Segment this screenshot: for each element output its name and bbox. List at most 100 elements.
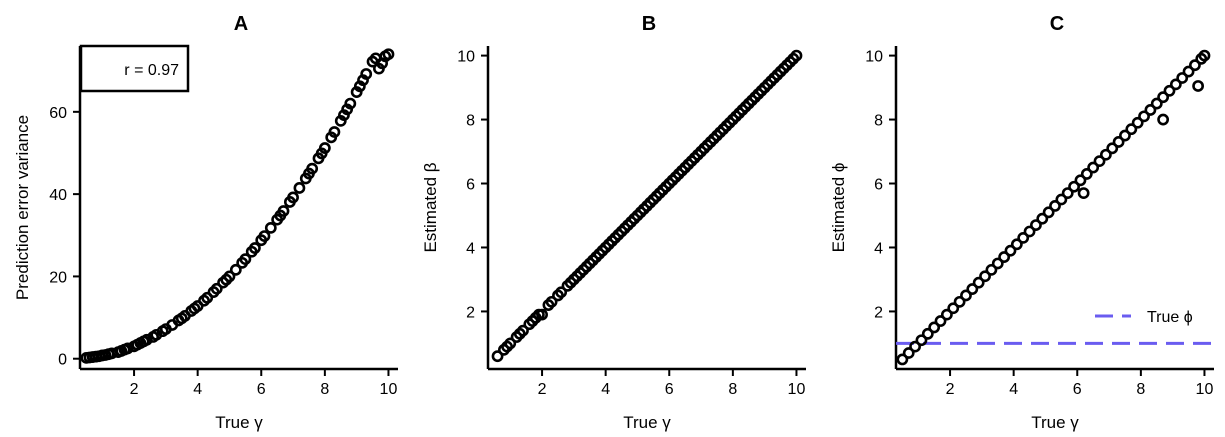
data-point <box>293 182 306 194</box>
panel-b-y-axis-label: Estimated β <box>421 162 440 252</box>
data-point <box>555 286 568 299</box>
data-point <box>940 308 953 321</box>
panel-c-title: C <box>1050 13 1064 35</box>
data-point <box>1176 72 1189 84</box>
panel-a-x-tick-label: 10 <box>380 381 398 398</box>
data-point <box>287 191 299 204</box>
data-point <box>1163 84 1176 97</box>
data-point <box>1093 155 1106 168</box>
data-point <box>896 353 909 366</box>
data-point <box>248 242 261 254</box>
panel-b-x-tick-label: 2 <box>538 381 547 398</box>
data-point <box>517 324 529 337</box>
data-point <box>921 327 934 340</box>
panel-a-x-tick-label: 8 <box>320 381 329 398</box>
panel-b-x-tick-label: 10 <box>788 381 806 398</box>
panel-c-x-tick-label: 10 <box>1196 381 1214 398</box>
panel-b-y-tick-label: 6 <box>466 177 475 194</box>
data-point <box>1074 174 1087 187</box>
data-point <box>344 97 357 110</box>
panel-c-y-axis-label: Estimated ϕ <box>829 163 848 253</box>
panel-a-y-tick-label: 0 <box>58 352 67 369</box>
data-point <box>1004 244 1017 257</box>
data-point <box>382 48 395 61</box>
data-point <box>536 308 548 321</box>
data-point <box>491 350 504 363</box>
data-point <box>360 68 373 80</box>
panel-a-correlation-label: r = 0.97 <box>124 62 179 79</box>
panel-b-x-axis-label: True γ <box>623 413 671 432</box>
panel-a-correlation-box <box>79 44 190 93</box>
data-point <box>239 253 252 266</box>
panel-a-x-tick-label: 4 <box>193 381 202 398</box>
panel-c-y-tick-label: 6 <box>874 177 883 194</box>
data-point <box>210 282 223 295</box>
data-point <box>306 162 319 175</box>
panel-b-points <box>491 49 803 363</box>
data-point <box>1150 97 1163 110</box>
panel-b-title: B <box>642 13 656 35</box>
data-point <box>277 205 290 217</box>
panel-a-y-tick-label: 20 <box>49 269 67 286</box>
panel-a-x-tick-label: 2 <box>130 381 139 398</box>
panel-c-x-tick-label: 8 <box>1136 381 1145 398</box>
data-point <box>915 334 928 347</box>
data-point <box>1131 116 1144 129</box>
panel-c-y-tick-label: 4 <box>874 240 883 257</box>
data-point <box>1119 129 1131 142</box>
panel-b-y-tick-label: 8 <box>466 113 475 130</box>
data-point <box>972 276 985 289</box>
data-point <box>991 257 1004 270</box>
panel-c-x-tick-label: 6 <box>1073 381 1082 398</box>
data-point <box>1017 231 1030 244</box>
data-point <box>1192 80 1204 92</box>
panel-a-x-tick-label: 6 <box>257 381 266 398</box>
data-point <box>1030 219 1042 231</box>
data-point <box>928 321 941 334</box>
data-point <box>1144 104 1157 116</box>
panel-a: A 2 4 6 8 10 0 20 40 60 True γ Prediction error var… <box>13 13 398 432</box>
data-point <box>1036 212 1049 225</box>
panel-a-x-axis-label: True γ <box>215 413 263 432</box>
panel-c-x-axis-label: True γ <box>1031 413 1079 432</box>
data-point <box>1189 59 1201 72</box>
data-point <box>966 283 979 295</box>
data-point <box>934 315 947 327</box>
panel-a-y-axis-label: Prediction error variance <box>13 115 32 300</box>
panel-b-x-tick-label: 8 <box>728 381 737 398</box>
data-point <box>1077 187 1090 200</box>
data-point <box>960 289 972 302</box>
data-point <box>545 295 558 308</box>
panel-b-y-tick-label: 4 <box>466 240 475 257</box>
panel-b-y-tick-label: 10 <box>457 49 475 66</box>
panel-c-y-tick-label: 10 <box>865 49 883 66</box>
data-point <box>258 230 271 242</box>
data-point <box>223 270 236 283</box>
data-point <box>1023 225 1036 238</box>
panel-c-x-tick-label: 4 <box>1009 381 1018 398</box>
data-point <box>1049 200 1061 212</box>
data-point <box>790 49 803 62</box>
data-point <box>1068 180 1080 193</box>
data-point <box>140 333 153 346</box>
data-point <box>1010 238 1023 251</box>
data-point <box>1112 136 1125 148</box>
data-point <box>985 263 998 276</box>
panel-a-y-tick-label: 60 <box>49 105 67 122</box>
panel-b-y-tick-label: 2 <box>466 304 475 321</box>
data-point <box>1157 113 1170 126</box>
data-point <box>1099 148 1112 161</box>
panel-c-y-tick-label: 8 <box>874 113 883 130</box>
data-point <box>953 295 966 308</box>
data-point <box>1182 65 1195 78</box>
data-point <box>1125 123 1138 136</box>
data-point <box>979 270 991 283</box>
panel-c: C 2 4 6 8 10 2 4 6 8 10 True γ Estimated ϕ True ϕ <box>829 13 1214 432</box>
data-point <box>1157 91 1170 104</box>
panel-c-legend-label: True ϕ <box>1147 309 1193 326</box>
data-point <box>318 142 331 154</box>
data-point <box>998 251 1011 263</box>
data-point <box>229 263 242 276</box>
data-point <box>1106 142 1119 155</box>
